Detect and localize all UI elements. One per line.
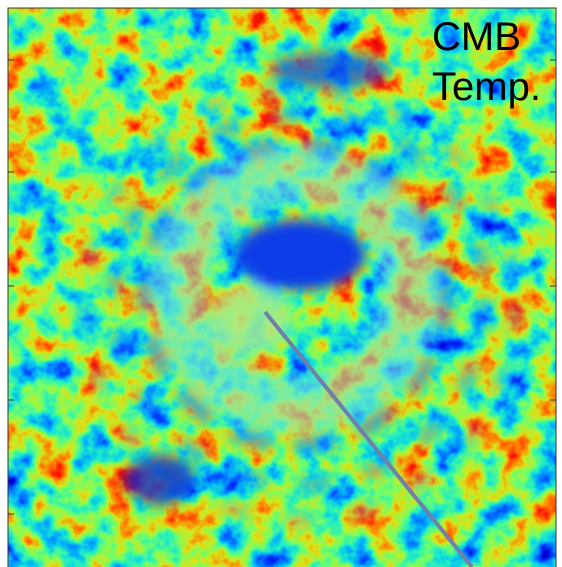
label-line: Temp. [432,65,541,109]
cmb-map: CMB Temp. [0,0,562,567]
page: {"label": {"lines": ["CMB", "Temp."]}} [0,0,562,567]
label-line: CMB [432,15,521,59]
